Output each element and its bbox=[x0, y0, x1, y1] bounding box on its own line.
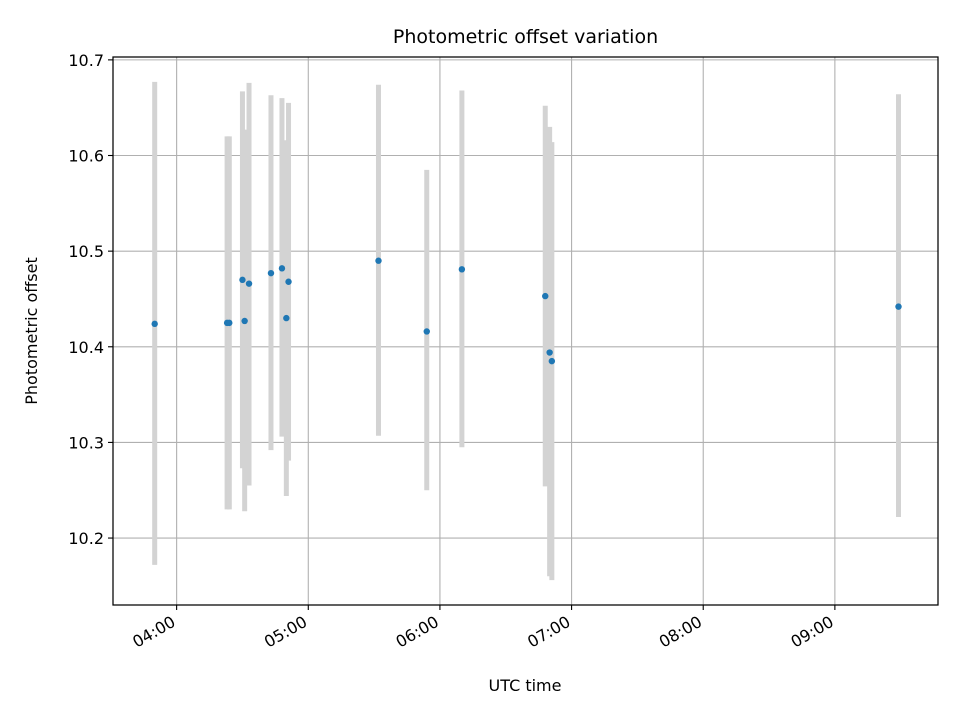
data-point bbox=[151, 320, 158, 328]
y-tick-label: 10.6 bbox=[68, 147, 104, 166]
data-point bbox=[278, 265, 286, 272]
plot-frame bbox=[112, 56, 939, 606]
chart-title: Photometric offset variation bbox=[393, 26, 658, 48]
data-point bbox=[285, 278, 292, 285]
y-tick-label: 10.7 bbox=[68, 51, 104, 70]
y-tick-label: 10.4 bbox=[68, 338, 104, 357]
data-point bbox=[241, 317, 248, 325]
data-point bbox=[226, 319, 233, 327]
data-point bbox=[267, 269, 275, 277]
data-point bbox=[546, 349, 553, 356]
data-point bbox=[375, 257, 382, 264]
data-point bbox=[423, 328, 430, 335]
data-point bbox=[542, 292, 549, 300]
data-point bbox=[548, 357, 556, 365]
data-point bbox=[239, 276, 246, 284]
data-point bbox=[283, 314, 290, 322]
y-axis: 10.2 10.3 10.4 10.5 10.6 10.7 bbox=[68, 51, 113, 548]
y-tick-label: 10.5 bbox=[68, 242, 104, 261]
data-point bbox=[458, 266, 466, 273]
x-axis-title: UTC time bbox=[489, 676, 562, 695]
data-point bbox=[245, 280, 253, 287]
data-point bbox=[895, 303, 902, 310]
data-points bbox=[151, 257, 902, 365]
y-tick-label: 10.2 bbox=[68, 529, 104, 548]
y-axis-title: Photometric offset bbox=[22, 257, 41, 405]
y-tick-label: 10.3 bbox=[68, 433, 104, 452]
